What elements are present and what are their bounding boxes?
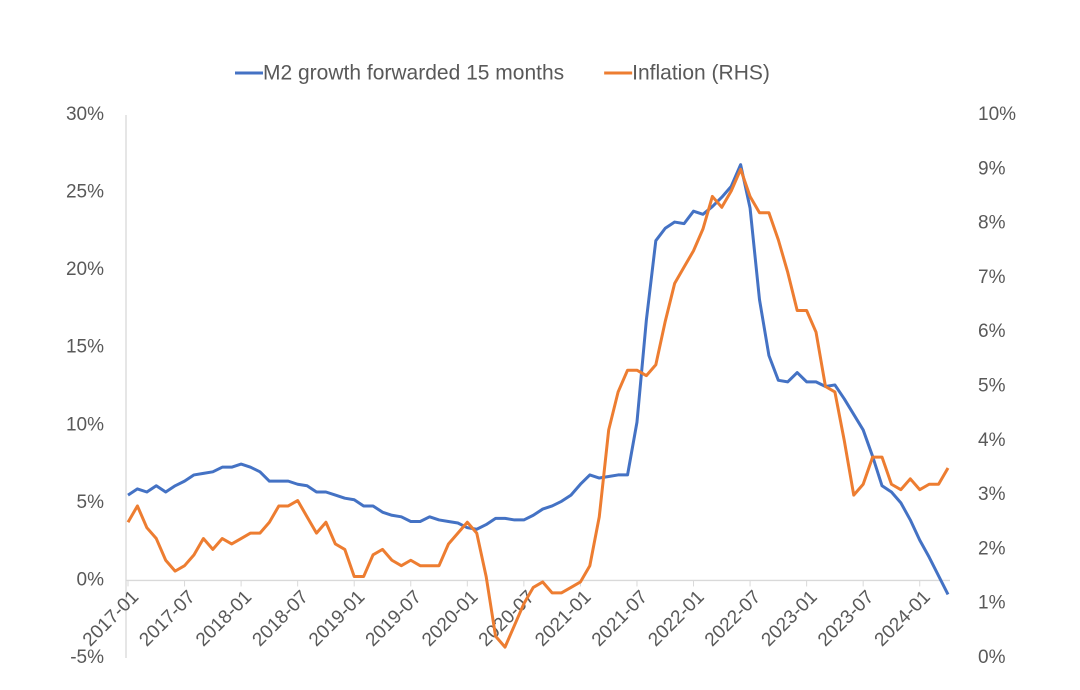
y-tick-label: -5% <box>70 647 104 668</box>
y-tick-label: 20% <box>66 259 104 280</box>
x-tick-label: 2021-01 <box>531 587 595 651</box>
y-tick-label: 0% <box>77 569 105 590</box>
x-tick-label: 2023-07 <box>814 587 878 651</box>
y2-tick-label: 1% <box>978 593 1006 614</box>
x-tick-label: 2023-01 <box>758 587 822 651</box>
y-tick-label: 15% <box>66 337 104 358</box>
y2-tick-label: 6% <box>978 321 1006 342</box>
x-tick-label: 2024-01 <box>871 587 935 651</box>
x-tick-label: 2022-07 <box>701 587 765 651</box>
series-line <box>126 167 950 649</box>
y2-tick-label: 0% <box>978 647 1006 668</box>
x-tick-label: 2019-01 <box>305 587 369 651</box>
y2-tick-label: 3% <box>978 484 1006 505</box>
y2-tick-label: 4% <box>978 430 1006 451</box>
series-line <box>127 163 950 596</box>
x-tick-label: 2020-01 <box>418 587 482 651</box>
y-tick-label: 5% <box>77 492 105 513</box>
x-tick-label: 2017-07 <box>135 587 199 651</box>
x-tick-label: 2018-07 <box>249 587 313 651</box>
x-tick-label: 2018-01 <box>192 587 256 651</box>
legend-label: M2 growth forwarded 15 months <box>263 62 564 85</box>
y2-tick-label: 10% <box>978 104 1016 125</box>
y-tick-label: 10% <box>66 414 104 435</box>
y2-tick-label: 8% <box>978 213 1006 234</box>
x-tick-label: 2022-01 <box>644 587 708 651</box>
y2-tick-label: 5% <box>978 376 1006 397</box>
y2-tick-label: 7% <box>978 267 1006 288</box>
y-tick-label: 30% <box>66 104 104 125</box>
y2-tick-label: 9% <box>978 158 1006 179</box>
x-tick-label: 2017-01 <box>79 587 143 651</box>
legend-label: Inflation (RHS) <box>632 62 770 85</box>
x-tick-label: 2021-07 <box>588 587 652 651</box>
y2-tick-label: 2% <box>978 538 1006 559</box>
x-tick-label: 2019-07 <box>362 587 426 651</box>
y-tick-label: 25% <box>66 182 104 203</box>
